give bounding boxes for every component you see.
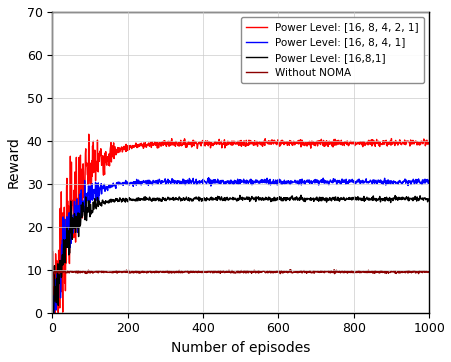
Legend: Power Level: [16, 8, 4, 2, 1], Power Level: [16, 8, 4, 1], Power Level: [16,8,1]: Power Level: [16, 8, 4, 2, 1], Power Lev… — [240, 17, 423, 83]
Power Level: [16, 8, 4, 1]: (406, 30.4): [16, 8, 4, 1]: (406, 30.4) — [202, 180, 207, 184]
Without NOMA — [308, 270, 313, 275]
Power Level: [16, 8, 4, 1]: (415, 31.4): [16, 8, 4, 1]: (415, 31.4) — [206, 176, 211, 180]
Line: Power Level: [16,8,1]: Power Level: [16,8,1] — [52, 195, 428, 313]
Power Level: [16, 8, 4, 2, 1]: (782, 39.2): [16, 8, 4, 2, 1]: (782, 39.2) — [344, 142, 349, 147]
Power Level: [16, 8, 4, 1]: (2, 0): [16, 8, 4, 1]: (2, 0) — [50, 311, 55, 315]
Power Level: [16, 8, 4, 1]: (1e+03, 30.3): [16, 8, 4, 1]: (1e+03, 30.3) — [425, 181, 431, 185]
Without NOMA — [88, 269, 93, 273]
Power Level: [16,8,1]: (660, 27.4): [16,8,1]: (660, 27.4) — [298, 193, 303, 197]
Without NOMA — [343, 269, 349, 274]
Power Level: [16,8,1]: (1, 0): [16,8,1]: (1, 0) — [50, 311, 55, 315]
Power Level: [16,8,1]: (781, 26.7): [16,8,1]: (781, 26.7) — [343, 196, 349, 200]
Power Level: [16, 8, 4, 2, 1]: (443, 40.4): [16, 8, 4, 2, 1]: (443, 40.4) — [216, 137, 221, 142]
Power Level: [16,8,1]: (405, 26.6): [16,8,1]: (405, 26.6) — [202, 197, 207, 201]
Power Level: [16,8,1]: (103, 23): [16,8,1]: (103, 23) — [88, 212, 93, 216]
Power Level: [16, 8, 4, 2, 1]: (1, 14.2): [16, 8, 4, 2, 1]: (1, 14.2) — [50, 250, 55, 254]
Power Level: [16, 8, 4, 1]: (104, 27.9): [16, 8, 4, 1]: (104, 27.9) — [88, 191, 94, 195]
Power Level: [16,8,1]: (441, 26.9): [16,8,1]: (441, 26.9) — [215, 195, 221, 199]
Power Level: [16, 8, 4, 1]: (443, 30.5): [16, 8, 4, 1]: (443, 30.5) — [216, 180, 221, 184]
Power Level: [16, 8, 4, 2, 1]: (407, 40): [16, 8, 4, 2, 1]: (407, 40) — [202, 139, 208, 143]
Power Level: [16,8,1]: (1e+03, 26.5): [16,8,1]: (1e+03, 26.5) — [425, 197, 431, 201]
Power Level: [16, 8, 4, 1]: (689, 30.3): [16, 8, 4, 1]: (689, 30.3) — [308, 181, 314, 185]
Power Level: [16, 8, 4, 2, 1]: (800, 39.8): [16, 8, 4, 2, 1]: (800, 39.8) — [350, 139, 356, 144]
Power Level: [16, 8, 4, 2, 1]: (2, 0): [16, 8, 4, 2, 1]: (2, 0) — [50, 311, 55, 315]
X-axis label: Number of episodes: Number of episodes — [170, 341, 310, 355]
Power Level: [16,8,1]: (799, 26.8): [16,8,1]: (799, 26.8) — [350, 195, 355, 200]
Without NOMA — [425, 270, 431, 274]
Line: Without NOMA: Without NOMA — [52, 270, 428, 287]
Power Level: [16,8,1]: (688, 26.2): [16,8,1]: (688, 26.2) — [308, 198, 313, 202]
Power Level: [16, 8, 4, 2, 1]: (97, 41.6): [16, 8, 4, 2, 1]: (97, 41.6) — [86, 132, 91, 136]
Power Level: [16, 8, 4, 1]: (1, 2.63): [16, 8, 4, 1]: (1, 2.63) — [50, 299, 55, 304]
Power Level: [16, 8, 4, 1]: (800, 30.8): [16, 8, 4, 1]: (800, 30.8) — [350, 178, 356, 183]
Line: Power Level: [16, 8, 4, 2, 1]: Power Level: [16, 8, 4, 2, 1] — [52, 134, 428, 313]
Without NOMA — [50, 285, 55, 290]
Power Level: [16, 8, 4, 2, 1]: (105, 35.4): [16, 8, 4, 2, 1]: (105, 35.4) — [89, 159, 94, 163]
Power Level: [16, 8, 4, 2, 1]: (689, 39.9): [16, 8, 4, 2, 1]: (689, 39.9) — [308, 139, 314, 143]
Line: Power Level: [16, 8, 4, 1]: Power Level: [16, 8, 4, 1] — [52, 178, 428, 313]
Power Level: [16, 8, 4, 1]: (782, 30.5): [16, 8, 4, 1]: (782, 30.5) — [344, 180, 349, 184]
Without NOMA — [350, 270, 355, 274]
Without NOMA — [202, 270, 207, 274]
Power Level: [16, 8, 4, 2, 1]: (1e+03, 39.2): [16, 8, 4, 2, 1]: (1e+03, 39.2) — [425, 142, 431, 146]
Y-axis label: Reward: Reward — [7, 136, 21, 188]
Without NOMA — [287, 268, 292, 272]
Without NOMA — [215, 270, 221, 275]
